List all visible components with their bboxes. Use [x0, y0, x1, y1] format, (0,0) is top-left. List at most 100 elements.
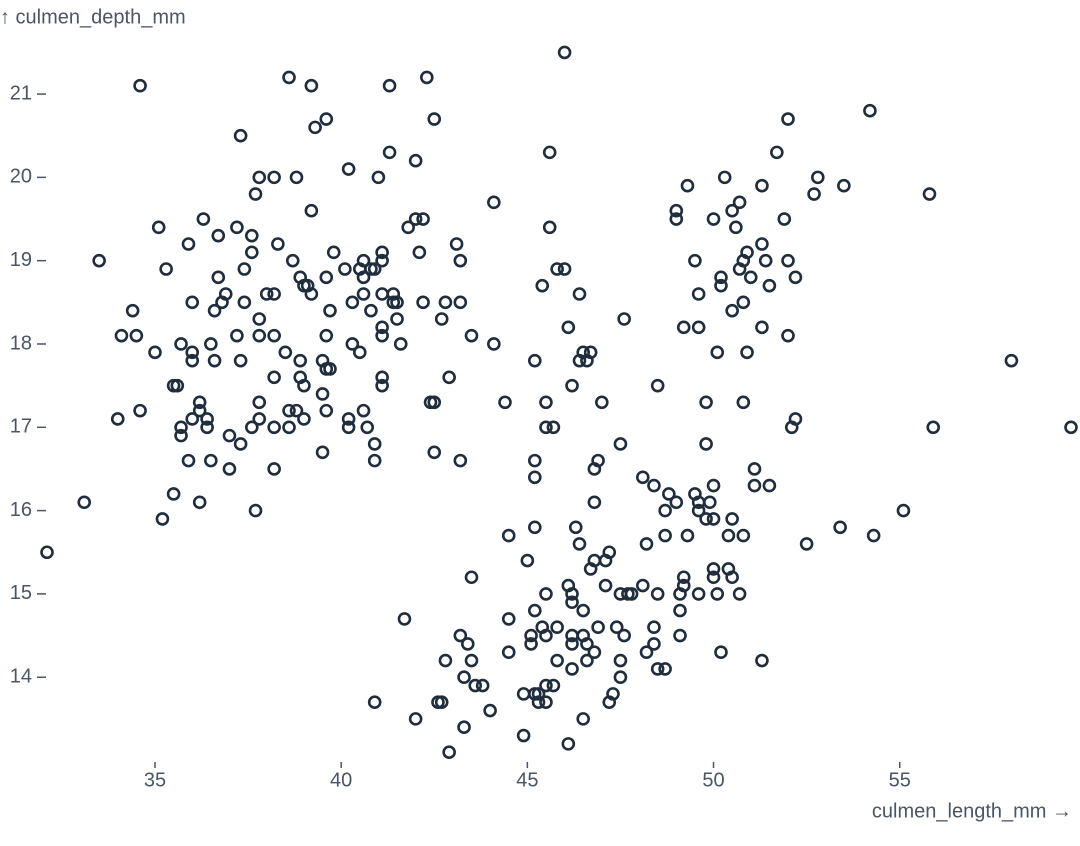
point — [743, 270, 758, 285]
point — [706, 562, 721, 576]
point — [204, 337, 218, 351]
point — [647, 478, 661, 493]
point — [248, 187, 263, 201]
point — [367, 695, 382, 710]
point — [237, 295, 252, 310]
point — [211, 228, 226, 243]
point — [259, 287, 274, 301]
point — [706, 570, 721, 585]
point — [539, 695, 553, 710]
point — [196, 212, 211, 226]
point — [464, 328, 479, 343]
point — [375, 287, 389, 301]
point — [565, 378, 579, 393]
point — [777, 212, 792, 226]
point — [375, 253, 389, 268]
point — [304, 203, 319, 218]
point — [729, 220, 743, 235]
point — [252, 312, 267, 326]
point — [468, 678, 483, 693]
point — [542, 220, 557, 235]
point — [568, 520, 583, 535]
point — [561, 320, 576, 335]
point — [352, 345, 367, 360]
point — [926, 420, 941, 435]
point — [591, 620, 605, 635]
point — [293, 353, 308, 368]
point — [576, 712, 591, 726]
y-tick-label: 15 — [10, 582, 32, 604]
point — [345, 337, 360, 351]
point — [501, 612, 516, 626]
point — [453, 628, 468, 643]
point — [710, 587, 725, 601]
point — [527, 353, 542, 368]
point — [408, 712, 423, 726]
point — [360, 420, 375, 435]
point — [323, 362, 337, 376]
point — [248, 503, 263, 518]
point — [457, 720, 471, 735]
point — [658, 662, 672, 676]
point — [390, 312, 404, 326]
point — [680, 528, 695, 543]
point — [539, 628, 553, 643]
point — [807, 187, 821, 201]
point — [837, 178, 851, 193]
point — [114, 328, 129, 343]
point — [833, 520, 847, 535]
point — [382, 145, 397, 160]
point — [285, 253, 300, 268]
point — [267, 170, 281, 185]
point — [434, 312, 449, 326]
point — [245, 228, 259, 243]
point — [230, 328, 244, 343]
point — [725, 203, 739, 218]
point — [449, 237, 464, 251]
point — [382, 78, 397, 93]
point — [580, 637, 594, 651]
point — [315, 387, 330, 401]
point — [669, 212, 684, 226]
point — [706, 212, 721, 226]
point — [397, 612, 412, 626]
point — [438, 653, 453, 668]
point — [319, 328, 334, 343]
point — [185, 345, 200, 360]
point — [230, 220, 244, 235]
point — [453, 295, 468, 310]
point — [356, 403, 371, 418]
point — [185, 295, 200, 310]
point — [215, 295, 229, 310]
point — [788, 270, 803, 285]
point — [721, 528, 736, 543]
point — [207, 353, 222, 368]
point — [375, 320, 389, 335]
point — [732, 195, 747, 210]
point — [531, 687, 546, 701]
point — [475, 678, 490, 693]
point — [781, 328, 795, 343]
point — [550, 262, 564, 276]
point — [375, 378, 389, 393]
point — [673, 603, 687, 618]
point — [725, 570, 739, 585]
point — [609, 620, 624, 635]
point — [691, 287, 706, 301]
x-tick-label: 50 — [702, 769, 724, 791]
point — [535, 278, 550, 293]
point — [587, 495, 602, 510]
point — [92, 253, 106, 268]
point — [304, 287, 319, 301]
point — [252, 412, 267, 426]
point — [375, 370, 389, 385]
point — [326, 245, 341, 260]
point — [200, 412, 214, 426]
point — [539, 678, 553, 693]
point — [565, 595, 579, 610]
point — [576, 603, 591, 618]
point — [714, 278, 728, 293]
point — [662, 487, 676, 501]
point — [520, 553, 535, 568]
point — [460, 637, 475, 651]
